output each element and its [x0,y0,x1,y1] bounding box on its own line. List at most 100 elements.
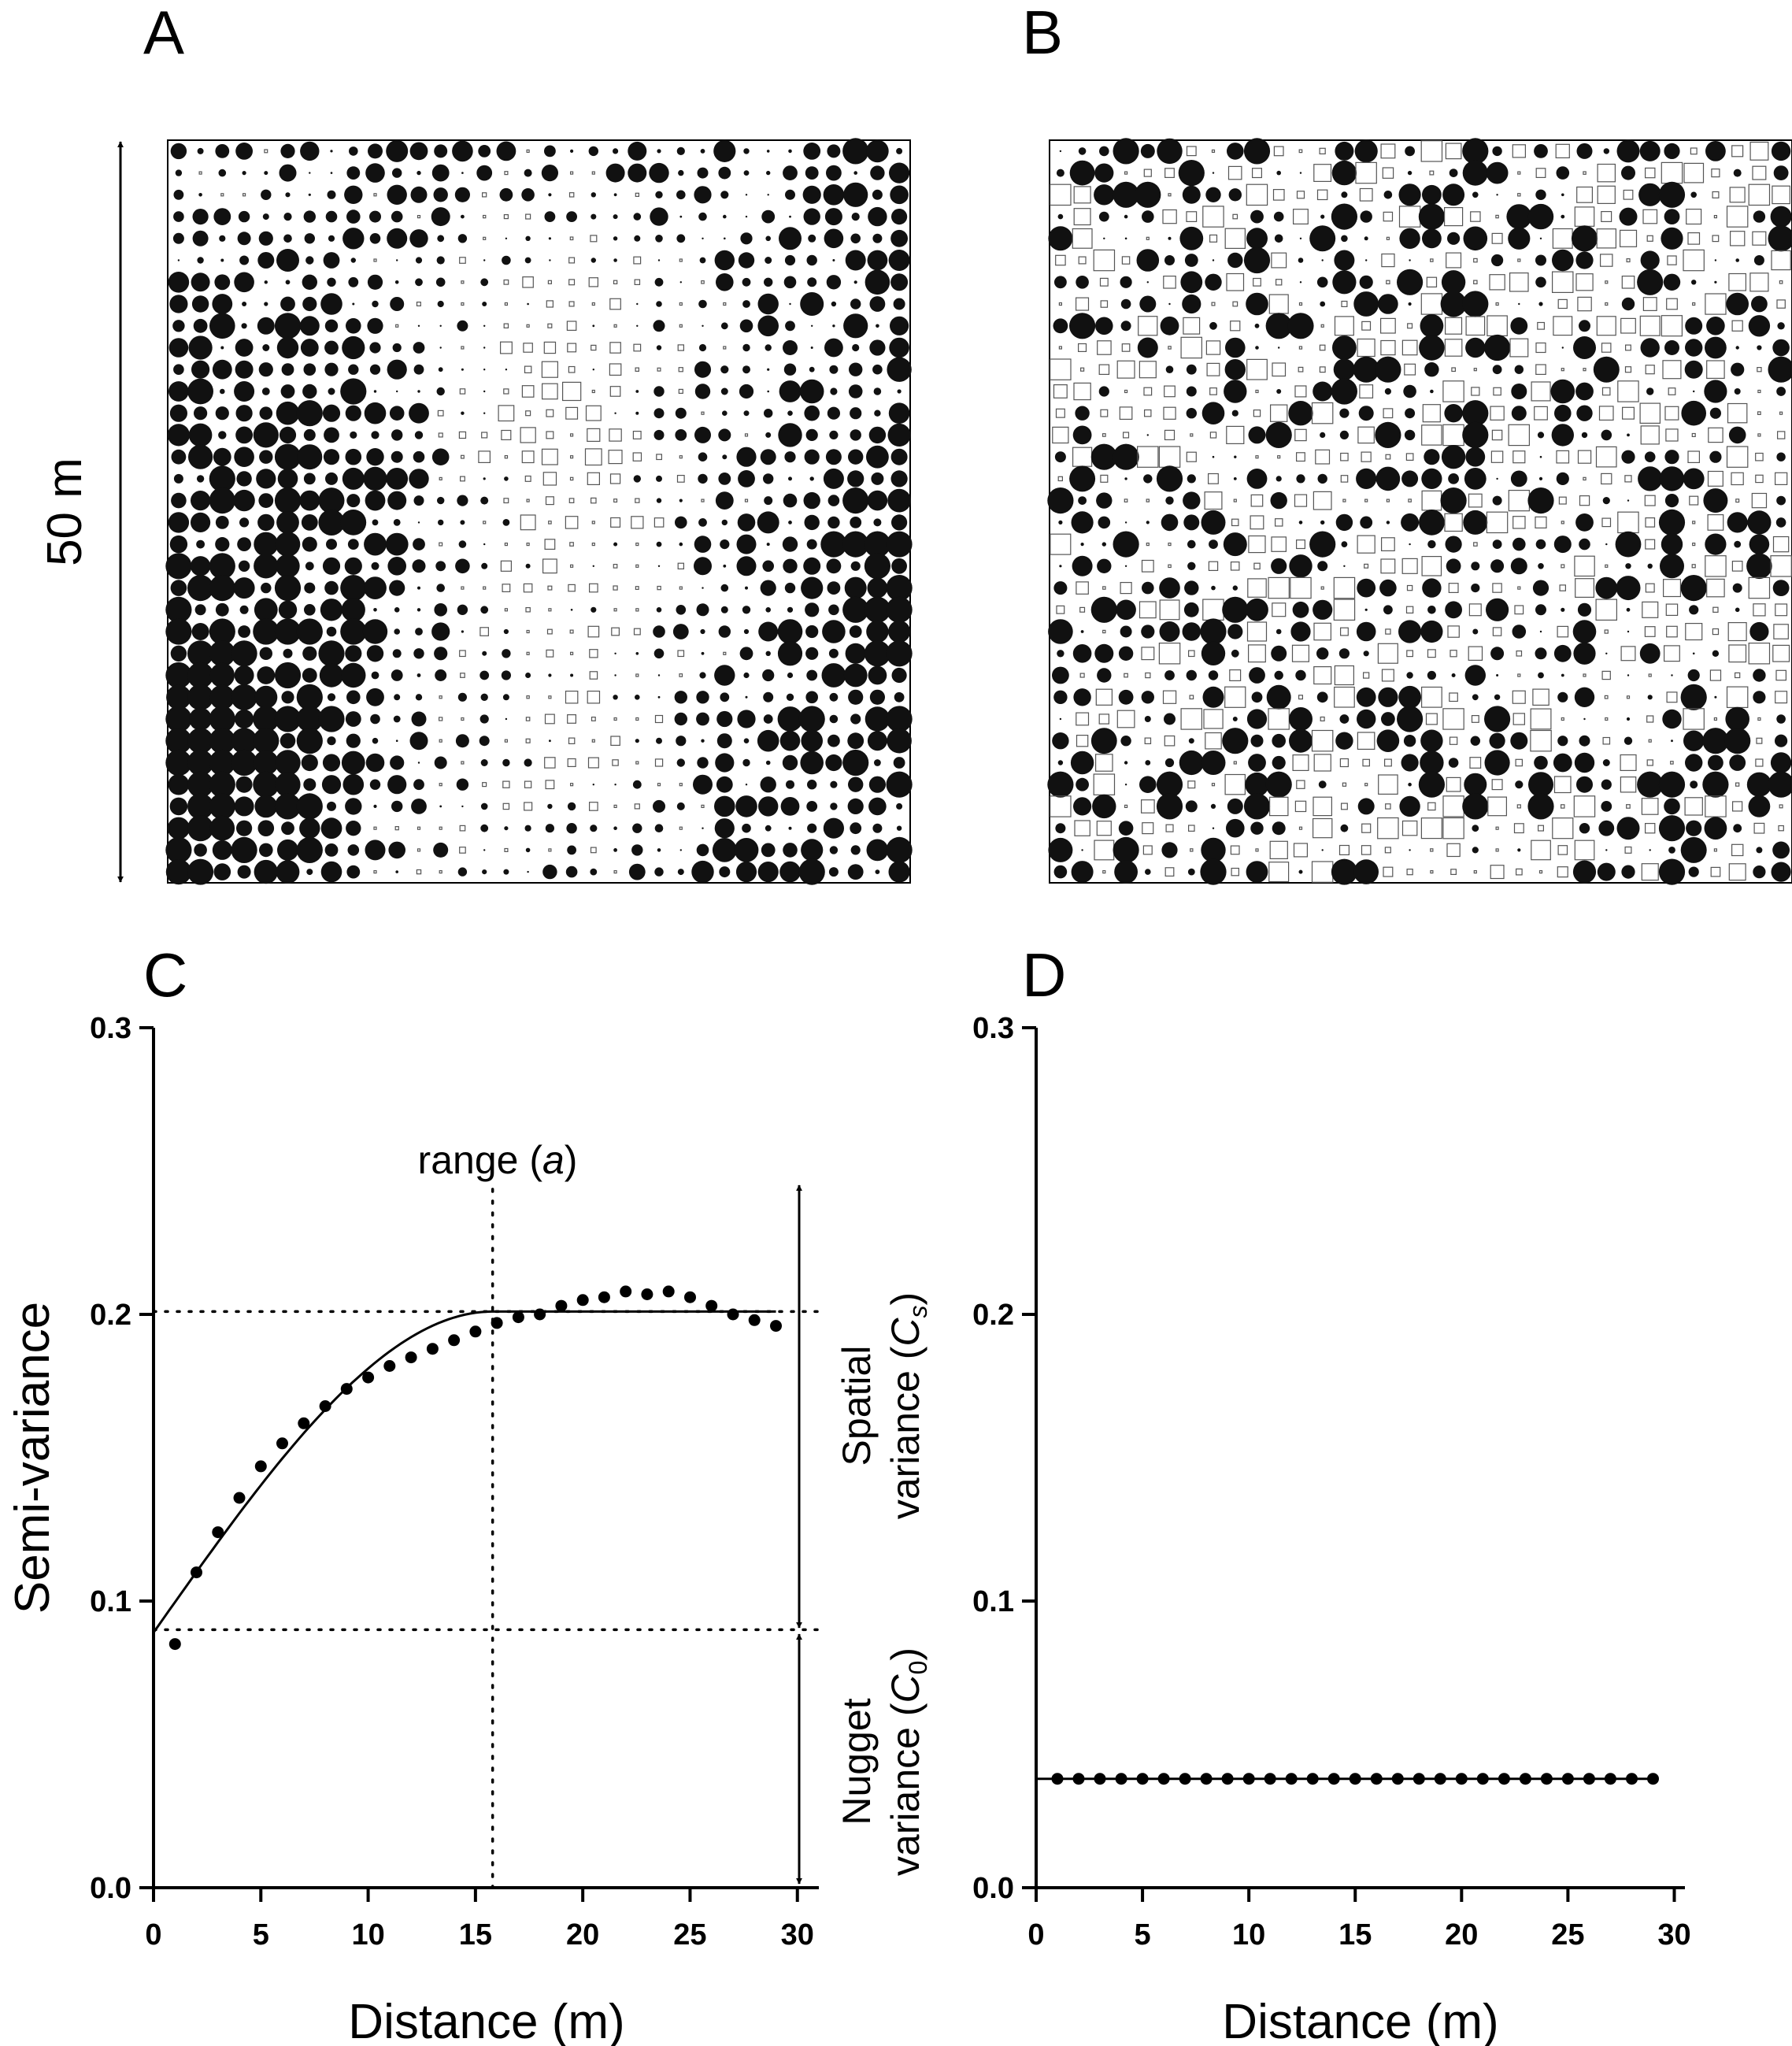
map-a-filled-cell [613,236,618,241]
map-a-filled-cell [364,402,387,424]
map-a-open-cell [460,673,465,678]
map-b-open-cell [1426,276,1438,288]
map-b-filled-cell [1072,644,1092,663]
map-b-open-cell [1495,848,1499,852]
map-b-filled-cell [1595,576,1618,599]
map-a-filled-cell [300,141,320,161]
map-b-filled-cell [1597,862,1616,881]
map-a-open-cell [483,586,487,590]
map-b-filled-cell [1248,426,1266,444]
map-b-open-cell [1096,821,1112,836]
map-b-filled-cell [1726,292,1749,316]
map-b-filled-cell [1271,645,1287,662]
map-b-filled-cell [1615,531,1642,558]
map-a-filled-cell [866,445,889,469]
map-a-filled-cell [165,596,192,623]
map-b-filled-cell [1276,628,1282,635]
map-b-filled-cell [1182,185,1201,204]
map-a-filled-cell [499,187,513,202]
map-b-filled-cell [1073,797,1092,816]
map-b-open-cell [1229,669,1242,681]
map-a-filled-cell [875,869,880,874]
map-a-open-cell [569,433,574,437]
map-a-filled-cell [716,273,734,291]
map-a-filled-cell [264,280,268,284]
map-b-open-cell [1313,164,1332,182]
map-b-filled-cell [1118,689,1134,705]
map-a-open-cell [483,521,487,524]
map-b-open-cell [1639,402,1661,424]
map-b-filled-cell [1472,191,1479,198]
map-b-open-cell [1755,452,1764,461]
map-b-open-cell [1449,736,1458,745]
map-a-filled-cell [548,673,552,677]
map-b-filled-cell [1200,618,1227,645]
map-b-open-cell [1708,427,1724,443]
map-a-filled-cell [847,798,864,814]
map-b-open-cell [1778,825,1784,832]
map-b-open-cell [1664,406,1679,421]
map-a-filled-cell [296,793,323,820]
map-a-filled-cell [303,473,316,485]
map-a-filled-cell [322,404,341,422]
map-b-open-cell [1077,343,1087,352]
map-a-filled-cell [743,672,750,679]
map-b-filled-cell [1317,561,1328,572]
map-a-filled-cell [172,232,184,244]
map-a-filled-cell [264,302,268,306]
map-b-open-cell [1361,823,1372,833]
map-a-filled-cell [736,556,757,576]
map-b-filled-cell [1490,559,1505,573]
map-a-open-cell [461,586,465,590]
map-b-filled-cell [1748,315,1771,337]
map-b-open-cell [1079,673,1085,678]
map-a-filled-cell [853,280,857,284]
map-b-filled-cell [1211,585,1216,591]
map-a-filled-cell [891,514,908,531]
map-b-open-cell [1119,406,1133,421]
map-b-filled-cell [1576,143,1593,159]
map-b-filled-cell [1518,302,1520,306]
map-b-filled-cell [1405,146,1415,157]
map-a-open-cell [525,717,531,721]
map-b-open-cell [1495,302,1499,306]
map-a-open-cell [503,388,509,395]
map-a-filled-cell [302,296,317,312]
chart-d-point [1157,1773,1170,1785]
map-b-filled-cell [1318,780,1327,789]
map-b-open-cell [1143,409,1152,417]
map-b-filled-cell [1071,861,1094,884]
map-a-filled-cell [324,427,339,443]
map-a-filled-cell [565,865,578,878]
map-a-filled-cell [850,429,861,441]
map-a-open-cell [609,363,622,376]
map-b-open-cell [1381,253,1395,268]
map-a-filled-cell [757,315,779,337]
map-b-open-cell [1139,601,1157,619]
map-b-open-cell [1583,673,1587,677]
map-b-open-cell [1509,338,1529,358]
map-a-open-cell [373,869,377,874]
map-b-filled-cell [1246,228,1268,250]
map-a-filled-cell [483,412,486,414]
spatial-variance-label: Spatial variance (Cs) [835,1292,932,1519]
map-a-filled-cell [887,488,911,513]
map-a-filled-cell [830,802,838,810]
map-b-filled-cell [1490,647,1505,661]
map-a-open-cell [501,429,512,440]
map-a-open-cell [521,450,535,464]
map-b-filled-cell [1561,193,1564,197]
map-a-open-cell [561,381,582,402]
map-b-filled-cell [1059,150,1062,153]
map-b-filled-cell [1179,226,1204,250]
map-a-filled-cell [480,802,488,810]
map-a-filled-cell [742,277,751,287]
map-b-filled-cell [1208,670,1219,680]
map-a-filled-cell [716,710,733,728]
map-a-filled-cell [318,640,345,667]
map-a-filled-cell [829,714,839,724]
map-a-open-cell [526,542,530,547]
map-b-filled-cell [1338,648,1350,659]
map-b-filled-cell [1156,771,1183,798]
map-a-open-cell [546,431,554,439]
